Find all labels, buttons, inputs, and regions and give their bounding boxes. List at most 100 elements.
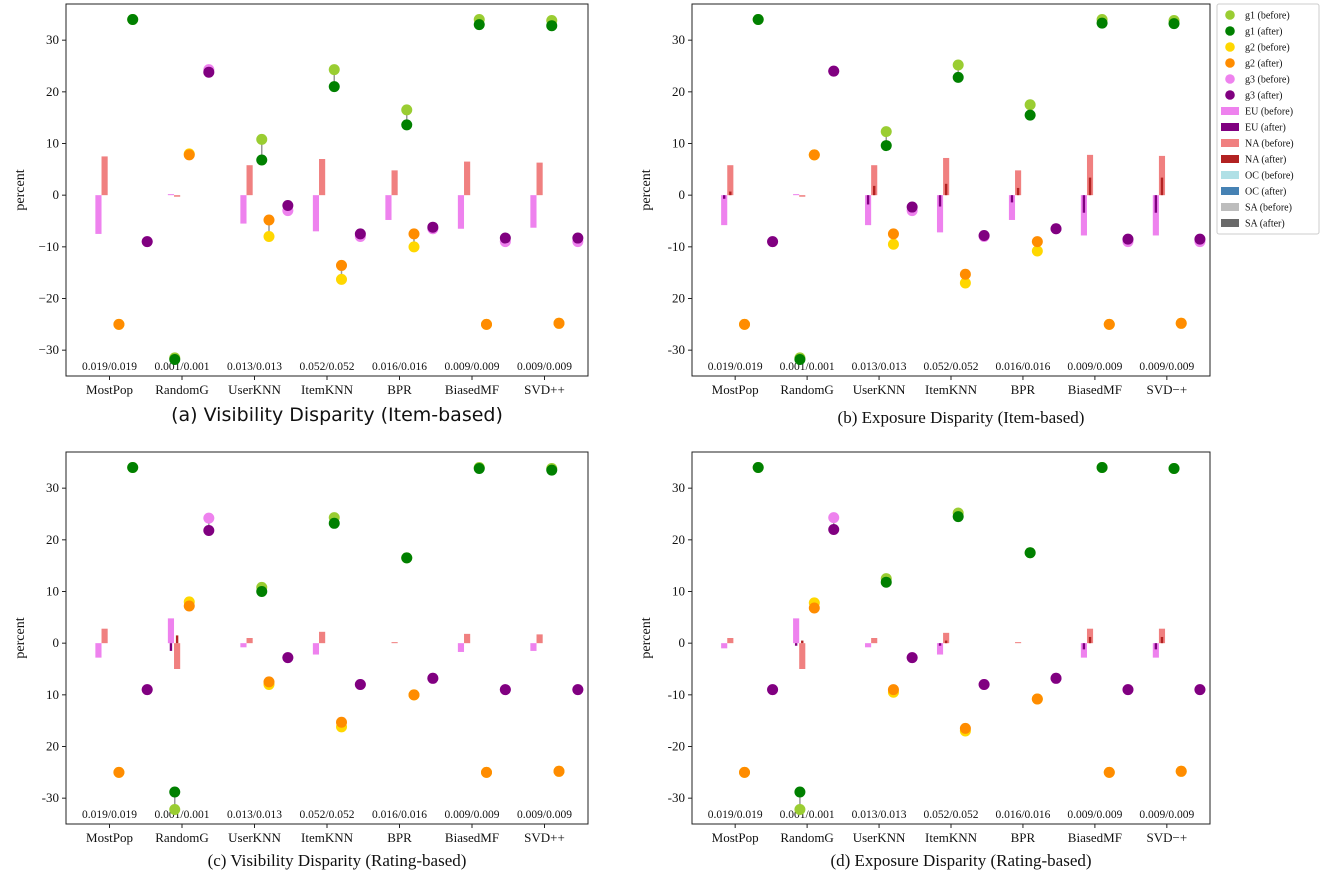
g1-after-point (256, 154, 268, 166)
y-tick-label: −30 (39, 342, 59, 357)
stat-annotation: 0.052/0.052 (300, 361, 355, 373)
bar-eu--after- (1082, 643, 1086, 650)
x-tick-label: ItemKNN (301, 830, 354, 845)
bar-na--after- (1088, 636, 1092, 644)
stat-annotation: 0.013/0.013 (227, 361, 282, 373)
legend-swatch (1225, 42, 1235, 52)
chart-panel-a: 30 20 10 0 −10 −20 −30 percent MostPop 0.019/0.01… (13, 3, 589, 426)
g1-after-point (880, 140, 892, 152)
g3-after-point (1122, 233, 1134, 245)
legend-label: EU (after) (1245, 123, 1286, 134)
g3-after-point (282, 652, 294, 664)
g1-after-point (1168, 18, 1180, 30)
x-tick-label: SVD−+ (1146, 830, 1187, 845)
g3-after-point (767, 236, 779, 248)
g3-after-point (282, 200, 294, 211)
x-tick-label: BiasedMF (1068, 382, 1122, 397)
legend-label: g3 (before) (1245, 75, 1290, 86)
g1-after-point (127, 462, 139, 473)
x-tick-label: UserKNN (853, 830, 906, 845)
g3-after-point (1194, 684, 1206, 696)
y-axis-label: percent (639, 169, 654, 210)
g2-after-point (887, 228, 899, 240)
y-tick-label: 30 (46, 32, 59, 47)
x-tick-label: MostPop (86, 830, 133, 845)
g2-after-point (183, 600, 195, 612)
g1-after-point (1096, 17, 1108, 29)
bar-na--after- (1160, 636, 1164, 644)
g1-after-point (794, 353, 806, 365)
legend-swatch (1221, 187, 1239, 195)
stat-annotation: 0.009/0.009 (1067, 361, 1122, 373)
y-axis-label: percent (13, 169, 28, 210)
bar-na--before- (871, 638, 878, 644)
bar-na--after- (1016, 187, 1020, 196)
y-tick-label: 20 (46, 532, 59, 547)
stat-annotation: 0.052/0.052 (300, 809, 355, 821)
g3-before-point (828, 512, 840, 524)
chart-panel-c: 30 20 10 0 10 20 -30 percent MostPop 0.019/0.019 R… (13, 451, 589, 870)
stat-annotation: 0.013/0.013 (227, 809, 282, 821)
bar-eu--before- (530, 643, 537, 651)
bar-eu--after- (1010, 195, 1014, 203)
g1-after-point (1096, 462, 1108, 473)
g1-before-point (328, 64, 340, 76)
g2-after-point (1103, 766, 1115, 778)
bar-na--after- (1160, 177, 1164, 196)
legend-label: OC (after) (1245, 187, 1286, 198)
g2-before-point (1031, 245, 1043, 257)
g2-after-point (408, 228, 420, 240)
g3-after-point (499, 684, 511, 696)
y-tick-label: 10 (46, 687, 59, 702)
g3-after-point (203, 525, 215, 537)
bar-na--before- (101, 628, 108, 644)
bar-eu--before- (793, 194, 800, 196)
bar-eu--before- (936, 195, 944, 233)
bar-eu--before- (167, 194, 175, 196)
g3-after-point (572, 232, 584, 244)
g3-after-point (427, 672, 439, 684)
legend-label: SA (before) (1245, 203, 1292, 214)
bar-eu--before- (457, 643, 465, 652)
x-tick-label: RandomG (155, 382, 208, 397)
y-tick-label: 30 (672, 32, 685, 47)
g3-before-point (203, 512, 215, 524)
panel-caption: (b) Exposure Disparity (Item-based) (838, 408, 1085, 427)
g3-after-point (1050, 223, 1062, 235)
stat-annotation: 0.019/0.019 (82, 361, 137, 373)
g1-before-point (256, 133, 268, 145)
y-tick-label: -20 (668, 739, 685, 754)
legend-label: EU (before) (1245, 107, 1293, 118)
y-tick-label: 20 (46, 84, 59, 99)
x-tick-label: BPR (1011, 382, 1036, 397)
g3-after-point (427, 221, 439, 233)
bar-na--before- (536, 162, 543, 196)
legend-swatch (1221, 219, 1239, 227)
bar-eu--before- (865, 643, 872, 648)
g2-before-point (408, 241, 420, 253)
stat-annotation: 0.001/0.001 (155, 361, 210, 373)
stat-annotation: 0.009/0.009 (1139, 361, 1194, 373)
bar-eu--before- (312, 195, 320, 232)
g1-after-point (328, 81, 340, 93)
x-tick-label: UserKNN (228, 382, 281, 397)
legend-label: g1 (before) (1245, 11, 1290, 22)
legend: g1 (before) g1 (after) g2 (before) g2 (afte… (1216, 3, 1320, 235)
bar-eu--before- (385, 195, 392, 220)
y-tick-label: 20 (46, 739, 59, 754)
bar-na--after- (944, 640, 948, 644)
g2-after-point (263, 676, 275, 688)
bar-na--after- (729, 191, 732, 196)
y-axis-label: percent (639, 617, 654, 658)
y-tick-label: 30 (46, 480, 59, 495)
x-tick-label: RandomG (780, 830, 833, 845)
bar-na--before- (319, 631, 326, 644)
y-tick-label: -30 (668, 790, 685, 805)
bar-na--before- (101, 156, 108, 196)
g1-before-point (794, 804, 806, 816)
y-tick-label: 10 (46, 136, 59, 151)
bar-eu--before- (793, 618, 800, 644)
bar-eu--before- (1152, 643, 1159, 658)
bar-na--after- (872, 185, 876, 196)
bar-eu--after- (722, 195, 726, 199)
